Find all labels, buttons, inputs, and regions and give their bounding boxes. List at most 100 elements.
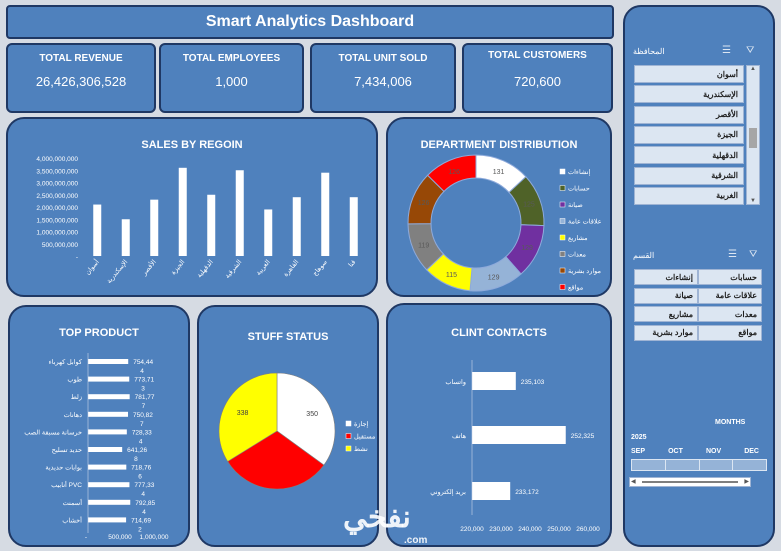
slicer-dept-item[interactable]: علاقات عامة <box>698 287 762 304</box>
legend-label: إجازة <box>354 420 369 428</box>
bar <box>88 517 127 523</box>
bar <box>93 204 102 256</box>
timeline-scrollbar[interactable]: ◀ ▶ <box>629 477 751 487</box>
chart-title: CLINT CONTACTS <box>451 327 547 339</box>
y-tick-label: 3,000,000,000 <box>36 181 78 188</box>
value-label: 641,26 <box>127 447 147 454</box>
slicer-region-item[interactable]: الدقهلية <box>634 146 744 165</box>
timeline-months-label[interactable]: MONTHS <box>715 419 746 426</box>
x-tick-label: الدقهلية <box>195 258 215 279</box>
slicer-region-title: المحافظة <box>633 47 665 56</box>
slicer-dept-item[interactable]: معدات <box>698 306 762 322</box>
category-label: خرسانة مسبقة الصب <box>24 428 82 436</box>
kpi-total-revenue: TOTAL REVENUE 26,426,306,528 <box>6 43 156 113</box>
y-tick-label: 1,500,000,000 <box>36 217 78 224</box>
kpi-total-employees: TOTAL EMPLOYEES 1,000 <box>159 43 304 113</box>
legend-swatch <box>345 433 352 439</box>
filter-sidebar: المحافظة ☰ ⛛ أسوان الإسكندرية الأقصر الجيزة… <box>623 5 775 547</box>
category-label: كوابل كهرباء <box>49 358 83 366</box>
timeline-month[interactable]: OCT <box>668 448 683 455</box>
timeline-track[interactable] <box>642 481 738 483</box>
value-label-suffix: 4 <box>141 491 145 498</box>
value-label-suffix: 2 <box>138 526 142 533</box>
slicer-dept-item[interactable]: صيانة <box>634 287 698 304</box>
sales-by-region-panel: SALES BY REGOIN 4,000,000,000 3,500,000,0… <box>6 117 378 297</box>
timeline-month[interactable]: NOV <box>705 448 722 455</box>
slicer-region-item[interactable]: الغربية <box>634 186 744 205</box>
x-tick-label: - <box>85 534 87 541</box>
slicer-dept-title: القسم <box>633 251 655 260</box>
x-tick-label: قنا <box>347 258 358 269</box>
value-label-suffix: 7 <box>142 403 146 410</box>
slicer-dept-item[interactable]: مواقع <box>698 324 762 341</box>
category-label: زلط <box>71 393 82 401</box>
legend-swatch <box>559 251 566 257</box>
slicer-dept-item[interactable]: مشاريع <box>634 306 698 322</box>
timeline-year: 2025 <box>631 434 647 441</box>
slicer-region-item[interactable]: أسوان <box>634 65 744 83</box>
clear-filter-icon[interactable]: ⛛ <box>749 249 758 260</box>
bar <box>472 372 516 390</box>
timeline-month[interactable]: DEC <box>744 448 759 455</box>
multi-select-icon[interactable]: ☰ <box>722 45 731 56</box>
client-contacts-chart: واتساب 235,103 هاتف 252,325 بريد إلكتروني 233… <box>430 360 600 533</box>
chart-title: DEPARTMENT DISTRIBUTION <box>420 139 578 151</box>
slicer-dept-item[interactable]: إنشاءات <box>634 269 698 285</box>
multi-select-icon[interactable]: ☰ <box>728 249 737 260</box>
pie-slice <box>276 372 336 466</box>
scroll-up-arrow[interactable]: ▲ <box>750 66 756 72</box>
bar <box>321 172 330 256</box>
x-tick-label: 240,000 <box>518 526 542 533</box>
bar <box>292 197 301 256</box>
x-tick-label: 500,000 <box>108 534 132 541</box>
slicer-dept-item[interactable]: موارد بشرية <box>634 324 698 341</box>
kpi-label: TOTAL UNIT SOLD <box>338 53 428 64</box>
slice-label: 126 <box>418 200 430 207</box>
category-label: حديد تسليح <box>52 446 82 454</box>
category-label: طوب <box>67 376 82 384</box>
bar <box>88 429 127 435</box>
slicer-region-item[interactable]: الشرقية <box>634 166 744 185</box>
scroll-down-arrow[interactable]: ▼ <box>750 198 756 204</box>
legend-label: نشط <box>354 445 368 453</box>
kpi-value: 1,000 <box>215 74 248 89</box>
slicer-region-item[interactable]: الجيزة <box>634 125 744 144</box>
timeline-month[interactable]: SEP <box>631 448 646 455</box>
bar <box>264 209 273 256</box>
legend-label: مشاريع <box>568 234 588 242</box>
bar <box>88 394 130 400</box>
legend-label: حسابات <box>568 185 590 193</box>
slice-label: 129 <box>521 245 533 252</box>
bar <box>88 499 131 505</box>
watermark-logo: نفخي <box>343 501 411 534</box>
slicer-region-item[interactable]: الإسكندرية <box>634 85 744 104</box>
kpi-value: 720,600 <box>514 74 561 89</box>
legend-label: موارد بشرية <box>568 267 601 275</box>
chart-title: TOP PRODUCT <box>59 327 139 339</box>
category-label: بوابات حديدية <box>45 464 82 472</box>
timeline-bar[interactable] <box>631 459 767 471</box>
value-label-suffix: 4 <box>140 368 144 375</box>
slice-label: 125 <box>523 201 535 208</box>
bar <box>472 426 566 444</box>
slicer-dept-item[interactable]: حسابات <box>698 269 762 285</box>
scroll-thumb[interactable] <box>749 128 757 148</box>
x-tick-label: الإسكندرية <box>105 258 129 285</box>
watermark-domain: .com <box>404 535 428 546</box>
bar <box>472 482 511 500</box>
scroll-left-arrow[interactable]: ◀ <box>631 479 636 485</box>
value-label: 792,85 <box>135 500 155 507</box>
slicer-scrollbar[interactable]: ▲ ▼ <box>746 65 760 205</box>
slicer-region-item[interactable]: الأقصر <box>634 105 744 124</box>
stuff-status-panel: STUFF STATUS 350 338 إجازة مستقيل نشط <box>197 305 379 547</box>
x-tick-label: 220,000 <box>460 526 484 533</box>
clear-filter-icon[interactable]: ⛛ <box>746 45 755 56</box>
bar <box>88 411 129 417</box>
category-label: دهانات <box>64 411 82 419</box>
scroll-right-arrow[interactable]: ▶ <box>744 479 749 485</box>
department-distribution-panel: DEPARTMENT DISTRIBUTION 131 125 129 129 115 1… <box>386 117 612 297</box>
dashboard-title-text: Smart Analytics Dashboard <box>205 13 415 30</box>
x-tick-label: الغربية <box>254 258 272 277</box>
slice-label: 129 <box>488 275 500 282</box>
category-label: أخشاب <box>62 514 82 524</box>
